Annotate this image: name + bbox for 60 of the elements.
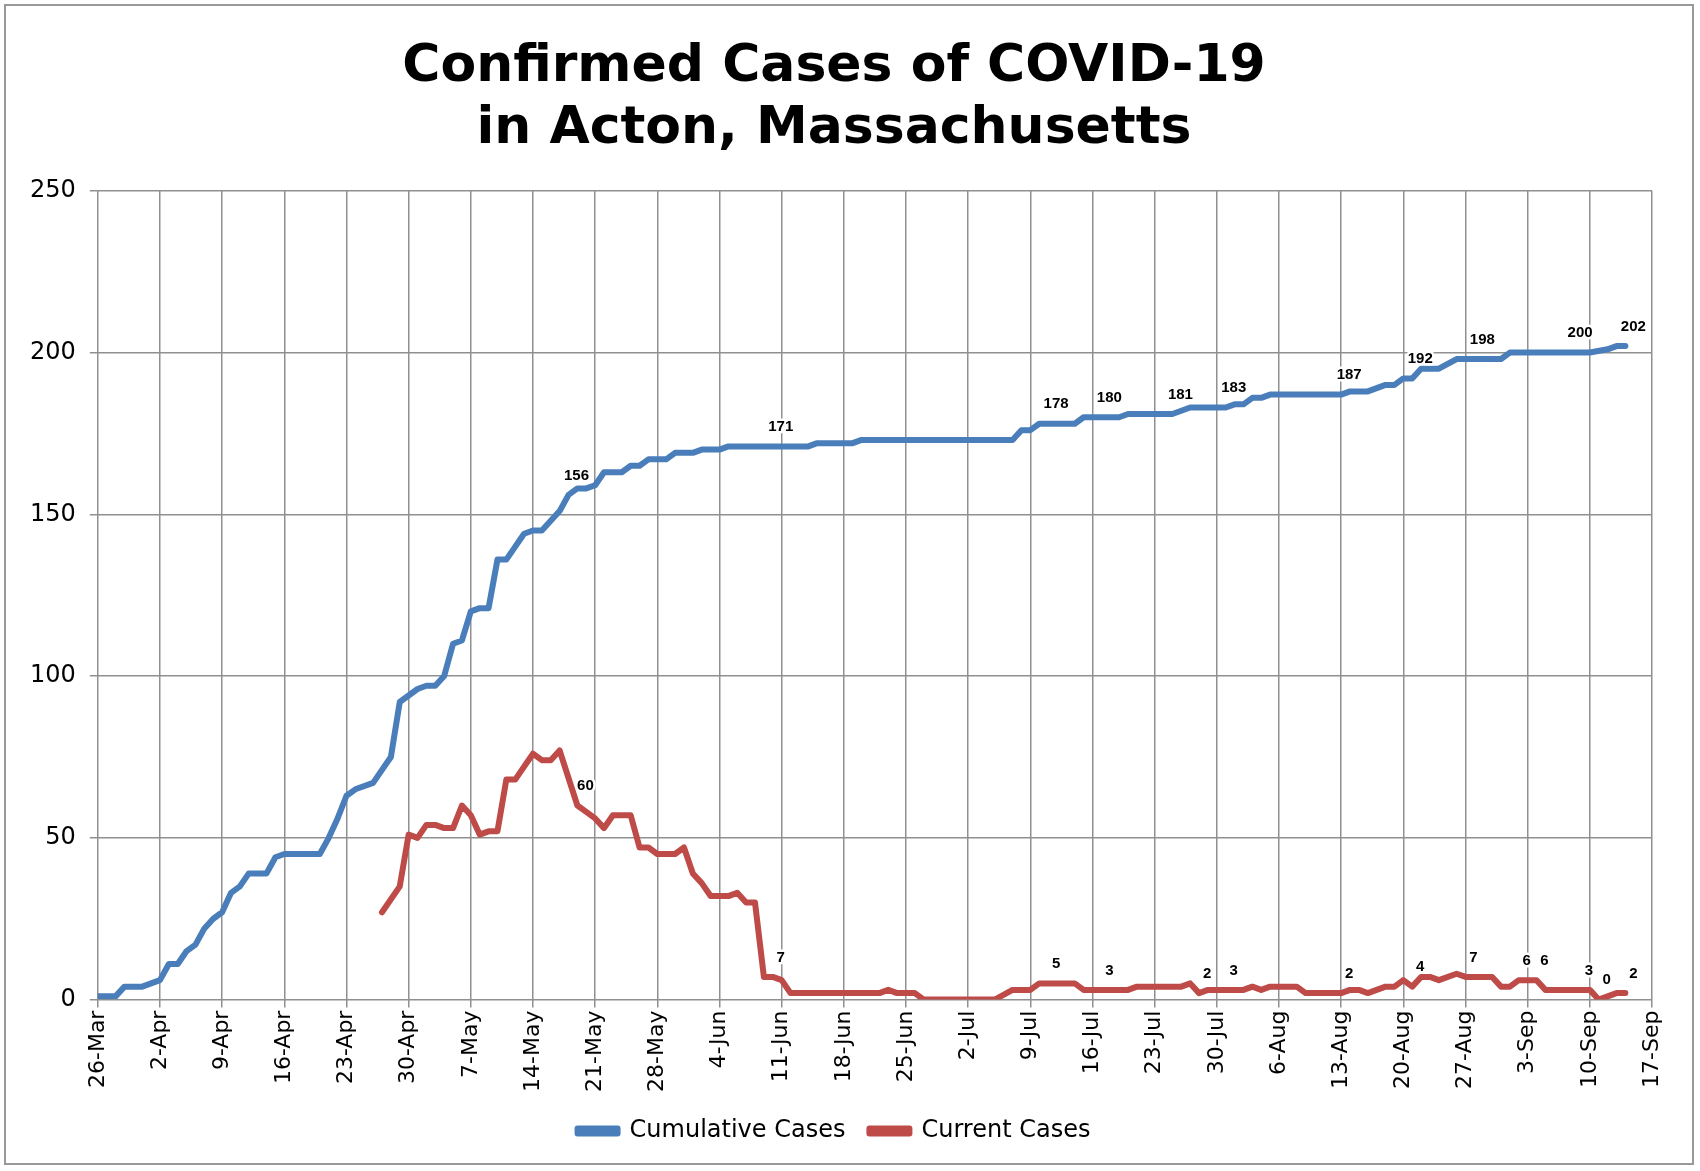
data-label: 3 — [1584, 960, 1594, 978]
data-label: 3 — [1229, 960, 1238, 978]
x-tick-label: 16-Apr — [270, 1009, 296, 1085]
x-tick-label: 3-Sep — [1513, 1010, 1539, 1074]
x-tick-label: 2-Apr — [145, 1009, 171, 1071]
y-tick-label: 0 — [60, 983, 76, 1012]
x-tick-label: 17-Sep — [1637, 1010, 1663, 1088]
data-label: 7 — [1469, 947, 1478, 965]
data-label: 6 — [1522, 950, 1531, 968]
x-tick-label: 2-Jul — [953, 1010, 979, 1061]
data-label: 2 — [1344, 963, 1354, 981]
legend-label: Current Cases — [921, 1115, 1091, 1144]
y-tick-label: 200 — [30, 336, 76, 365]
data-label: 187 — [1336, 365, 1362, 383]
x-tick-label: 16-Jul — [1078, 1010, 1104, 1075]
x-tick-label: 13-Aug — [1326, 1010, 1352, 1090]
data-label: 202 — [1620, 316, 1646, 334]
x-tick-label: 23-Apr — [332, 1009, 358, 1085]
x-tick-label: 27-Aug — [1451, 1010, 1477, 1090]
y-tick-label: 100 — [30, 660, 76, 689]
data-label: 200 — [1567, 323, 1593, 341]
x-tick-label: 26-Mar — [83, 1009, 109, 1089]
data-label: 7 — [776, 947, 785, 965]
x-tick-label: 14-May — [518, 1010, 544, 1093]
data-label: 180 — [1096, 387, 1122, 405]
x-tick-label: 11-Jun — [767, 1010, 793, 1083]
data-label: 178 — [1043, 394, 1069, 412]
x-tick-label: 28-May — [643, 1010, 669, 1093]
y-tick-label: 50 — [45, 822, 76, 851]
x-tick-label: 6-Aug — [1264, 1010, 1290, 1076]
x-tick-label: 30-Jul — [1202, 1010, 1228, 1075]
chart-title: Confirmed Cases of COVID-19 in Acton, Massachusetts — [402, 32, 1266, 156]
data-label: 181 — [1167, 384, 1193, 402]
legend-label: Cumulative Cases — [629, 1115, 846, 1144]
y-tick-label: 150 — [30, 498, 76, 527]
x-tick-label: 10-Sep — [1575, 1010, 1601, 1088]
x-tick-label: 21-May — [580, 1010, 606, 1093]
data-label: 4 — [1416, 957, 1426, 975]
x-tick-label: 7-May — [456, 1010, 482, 1079]
data-label: 198 — [1469, 329, 1495, 347]
x-tick-label: 23-Jul — [1140, 1010, 1166, 1075]
x-tick-label: 25-Jun — [891, 1010, 917, 1083]
x-tick-label: 4-Jun — [705, 1010, 731, 1069]
data-label: 60 — [577, 776, 594, 794]
data-label: 183 — [1221, 378, 1247, 396]
data-label: 192 — [1407, 349, 1433, 367]
data-label: 156 — [563, 465, 590, 483]
data-label: 171 — [768, 417, 794, 435]
data-label: 5 — [1051, 954, 1061, 972]
data-label: 2 — [1629, 963, 1638, 981]
x-tick-label: 20-Aug — [1389, 1010, 1415, 1090]
x-tick-label: 30-Apr — [394, 1009, 420, 1085]
data-label: 2 — [1202, 963, 1212, 981]
data-label: 0 — [1602, 970, 1611, 988]
x-tick-label: 9-Apr — [207, 1009, 233, 1071]
x-tick-label: 9-Jul — [1016, 1010, 1042, 1061]
data-label: 3 — [1105, 960, 1114, 978]
y-tick-label: 250 — [30, 175, 76, 204]
data-label: 6 — [1540, 950, 1549, 968]
x-tick-label: 18-Jun — [829, 1010, 855, 1083]
